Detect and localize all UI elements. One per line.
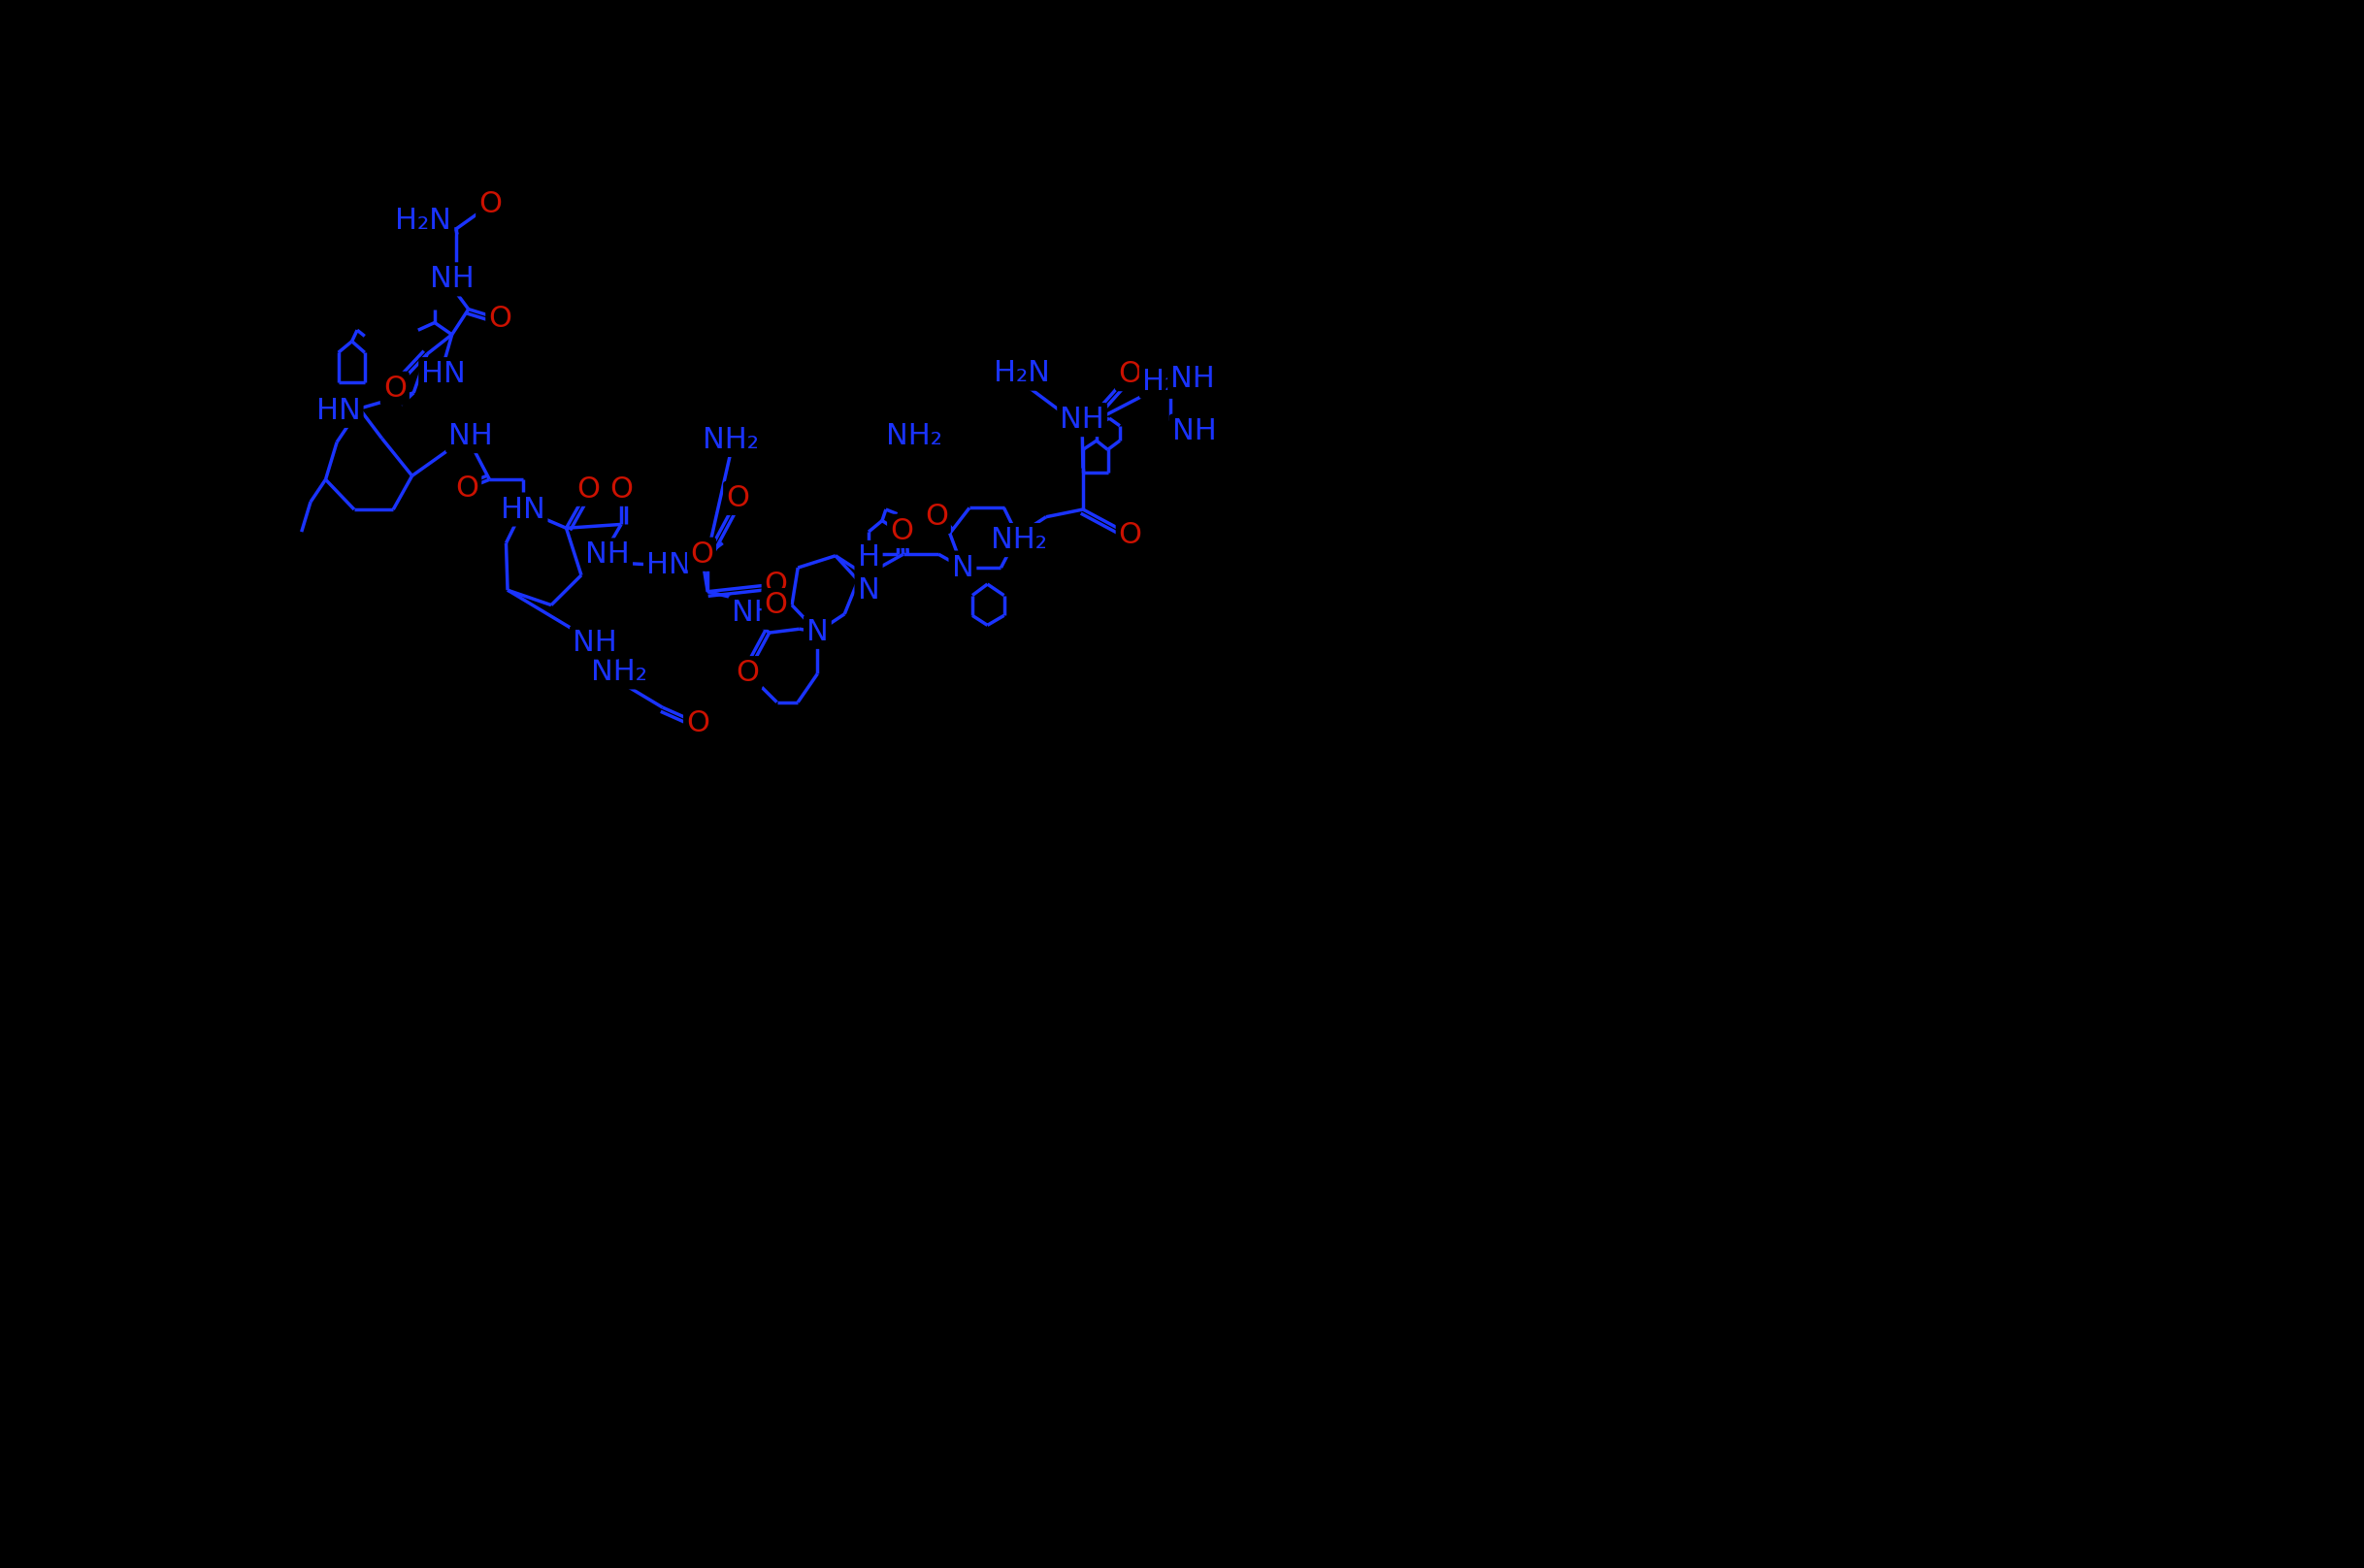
Text: NH: NH [449,422,494,450]
Text: H₂N: H₂N [1142,367,1199,395]
Text: NH: NH [1059,406,1104,434]
Text: H₂N: H₂N [395,207,452,235]
Text: O: O [456,475,478,503]
Text: O: O [610,475,634,503]
Text: O: O [889,517,913,546]
Text: NH: NH [430,265,475,293]
Text: O: O [735,659,759,687]
Text: O: O [764,571,787,599]
Text: H₂N: H₂N [993,359,1050,387]
Text: O: O [686,709,709,737]
Text: NH₂: NH₂ [991,525,1047,554]
Text: HN: HN [317,397,362,425]
Text: N: N [953,554,974,582]
Text: NH₂: NH₂ [886,422,941,450]
Text: N: N [806,618,827,646]
Text: O: O [383,375,407,403]
Text: NH: NH [1170,365,1215,392]
Text: O: O [1118,361,1142,389]
Text: O: O [924,503,948,532]
Text: NH: NH [449,422,494,450]
Text: NH₂: NH₂ [991,525,1047,554]
Text: O: O [764,571,787,599]
Text: O: O [889,517,913,546]
Text: O: O [478,191,501,218]
Text: O: O [610,475,634,503]
Text: O: O [489,304,511,332]
Text: O: O [726,485,749,513]
Text: O: O [726,485,749,513]
Text: H
N: H N [858,543,879,604]
Text: H₂N: H₂N [993,359,1050,387]
Text: NH: NH [1170,365,1215,392]
Text: N: N [806,618,827,646]
Text: NH: NH [572,629,617,657]
Text: NH₂: NH₂ [591,659,648,687]
Text: O: O [690,541,714,568]
Text: H
N: H N [858,543,879,604]
Text: O: O [577,475,600,503]
Text: O: O [1118,521,1142,549]
Text: NH: NH [1059,406,1104,434]
Text: NH: NH [1173,417,1217,445]
Text: HN: HN [501,495,544,524]
Text: NH₂: NH₂ [702,426,759,455]
Text: O: O [924,503,948,532]
Text: NH: NH [586,541,629,569]
Text: O: O [686,709,709,737]
Text: O: O [690,541,714,568]
Text: NH₂: NH₂ [591,659,648,687]
Text: O: O [764,591,787,619]
Text: O: O [1118,361,1142,389]
Text: NH₂: NH₂ [886,422,941,450]
Text: NH: NH [572,629,617,657]
Text: H₂N: H₂N [395,207,452,235]
Text: NH: NH [586,541,629,569]
Text: H₂N: H₂N [993,359,1050,387]
Text: NH: NH [730,599,775,627]
Text: O: O [383,375,407,403]
Text: O: O [478,191,501,218]
Text: HN: HN [317,397,362,425]
Text: H₂N: H₂N [1142,367,1199,395]
Text: O: O [489,304,511,332]
Text: NH: NH [730,599,775,627]
Text: HN: HN [645,552,690,580]
Text: NH: NH [430,265,475,293]
Text: HN: HN [501,495,544,524]
Text: NH: NH [1173,417,1217,445]
Text: O: O [735,659,759,687]
Text: HN: HN [645,552,690,580]
Text: HN: HN [421,361,466,389]
Text: O: O [456,475,478,503]
Text: H₂N: H₂N [993,359,1050,387]
Text: O: O [577,475,600,503]
Text: O: O [764,591,787,619]
Text: O: O [1118,521,1142,549]
Text: N: N [953,554,974,582]
Text: NH₂: NH₂ [702,426,759,455]
Text: HN: HN [421,361,466,389]
